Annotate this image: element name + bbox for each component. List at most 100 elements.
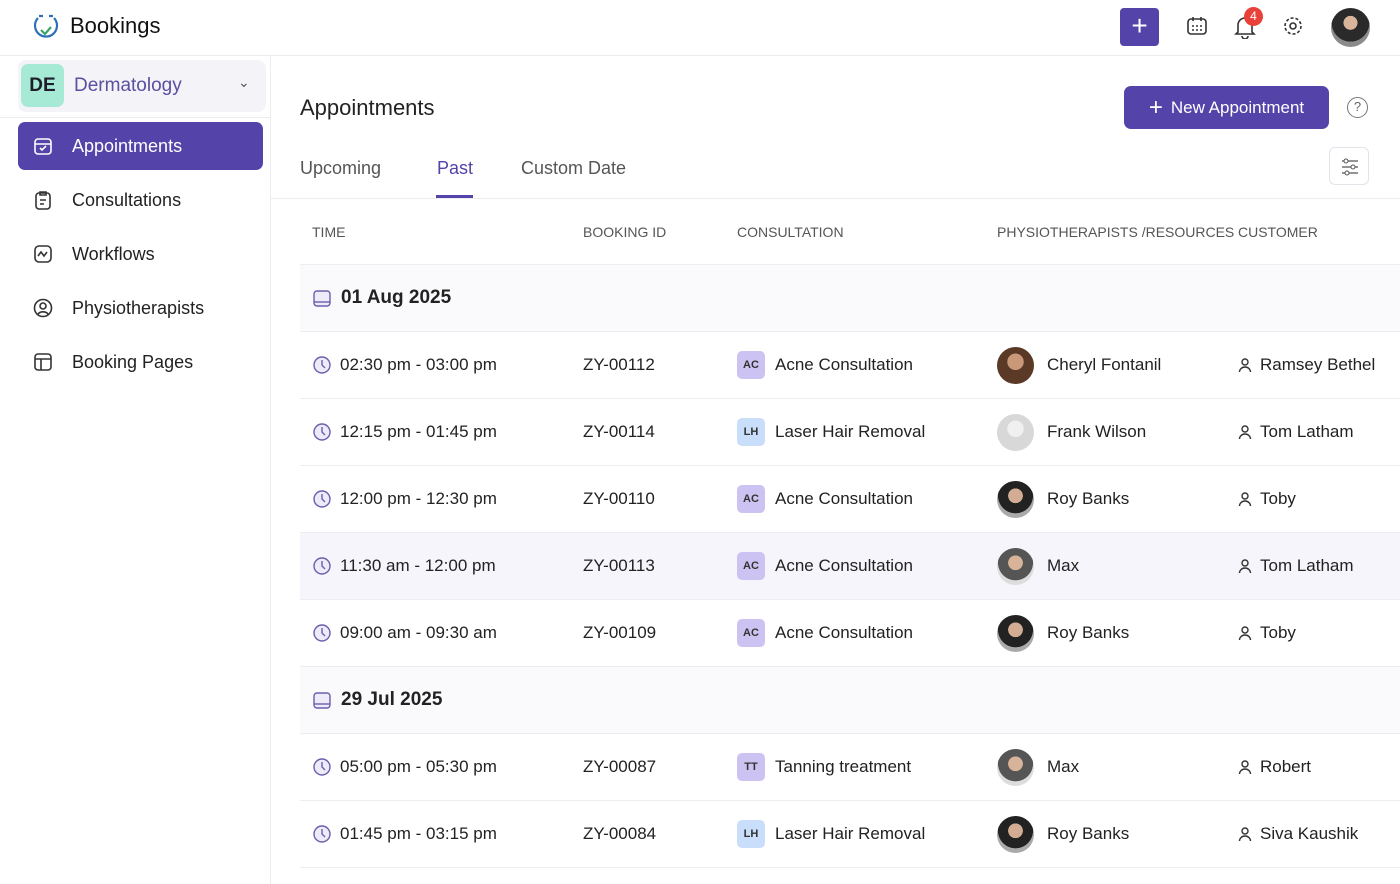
notification-badge: 4 xyxy=(1244,7,1263,26)
new-appointment-label: New Appointment xyxy=(1170,97,1305,117)
physio-avatar xyxy=(997,815,1034,853)
physio-name: Roy Banks xyxy=(1047,623,1130,642)
gear-icon[interactable] xyxy=(1282,15,1304,37)
consultation-badge: AC xyxy=(737,351,765,379)
consultation-badge: LH xyxy=(737,418,765,446)
column-header-physiotherapists[interactable]: PHYSIOTHERAPISTS /RESOURCES xyxy=(997,224,1235,240)
tab-past[interactable]: Past xyxy=(437,158,474,178)
divider xyxy=(300,264,1400,265)
calendar-icon xyxy=(313,290,331,307)
customer-name: Robert xyxy=(1260,757,1312,776)
customer-name: Tom Latham xyxy=(1260,422,1354,441)
sliders-icon xyxy=(1342,158,1358,176)
time-range: 02:30 pm - 03:00 pm xyxy=(340,355,497,374)
physio-name: Max xyxy=(1047,757,1080,776)
workspace-name: Dermatology xyxy=(74,75,182,96)
date-label: 01 Aug 2025 xyxy=(341,287,452,308)
sidebar-item-booking-pages[interactable]: Booking Pages xyxy=(18,338,263,386)
user-icon xyxy=(1238,626,1252,641)
sidebar-item-label: Appointments xyxy=(72,135,183,156)
sidebar-item-physiotherapists[interactable]: Physiotherapists xyxy=(18,284,263,332)
table-row[interactable]: 02:30 pm - 03:00 pm ZY-00112 AC Acne Cons… xyxy=(300,332,1400,399)
date-group-row: 29 Jul 2025 xyxy=(300,667,1400,734)
quick-add-button[interactable]: + xyxy=(1120,8,1159,46)
physio-avatar xyxy=(997,413,1034,451)
table-row[interactable]: 01:45 pm - 03:15 pm ZY-00084 LH Laser Hai… xyxy=(300,801,1400,868)
clock-icon xyxy=(313,758,331,776)
booking-id[interactable]: ZY-00110 xyxy=(583,489,655,508)
sidebar-item-consultations[interactable]: Consultations xyxy=(18,176,263,224)
column-header-booking-id[interactable]: BOOKING ID xyxy=(583,224,667,240)
table-row[interactable]: 12:00 pm - 12:30 pm ZY-00110 AC Acne Cons… xyxy=(300,466,1400,533)
consultation-badge: AC xyxy=(737,619,765,647)
consultation-name: Laser Hair Removal xyxy=(775,824,926,843)
physio-avatar xyxy=(997,547,1034,585)
customer-name: Tom Latham xyxy=(1260,556,1354,575)
sidebar-item-label: Booking Pages xyxy=(72,351,194,372)
physio-name: Roy Banks xyxy=(1047,489,1130,508)
physio-avatar xyxy=(997,346,1034,384)
new-appointment-button[interactable]: + New Appointment xyxy=(1124,86,1329,129)
physio-name: Roy Banks xyxy=(1047,824,1130,843)
workspace-avatar: DE xyxy=(21,64,64,107)
date-group-row: 01 Aug 2025 xyxy=(300,265,1400,332)
customer-name: Toby xyxy=(1260,489,1296,508)
physio-name: Cheryl Fontanil xyxy=(1047,355,1162,374)
customer-name: Toby xyxy=(1260,623,1296,642)
app-title: Bookings xyxy=(70,13,161,38)
user-icon xyxy=(1238,559,1252,574)
physio-avatar xyxy=(997,480,1034,518)
clock-icon xyxy=(313,624,331,642)
time-range: 12:15 pm - 01:45 pm xyxy=(340,422,497,441)
time-range: 09:00 am - 09:30 am xyxy=(340,623,497,642)
booking-id[interactable]: ZY-00113 xyxy=(583,556,655,575)
user-icon xyxy=(1238,358,1252,373)
physio-avatar xyxy=(997,748,1034,786)
sidebar-item-label: Workflows xyxy=(72,243,155,264)
user-icon xyxy=(1238,425,1252,440)
consultation-name: Acne Consultation xyxy=(775,623,913,642)
calendar-icon xyxy=(313,692,331,709)
table-row[interactable]: 12:15 pm - 01:45 pm ZY-00114 LH Laser Hai… xyxy=(300,399,1400,466)
booking-id[interactable]: ZY-00087 xyxy=(583,757,657,776)
booking-id[interactable]: ZY-00112 xyxy=(583,355,655,374)
consultation-name: Acne Consultation xyxy=(775,489,913,508)
time-range: 05:00 pm - 05:30 pm xyxy=(340,757,497,776)
filter-button[interactable] xyxy=(1329,147,1369,185)
consultation-name: Acne Consultation xyxy=(775,355,913,374)
tab-custom-date[interactable]: Custom Date xyxy=(521,158,627,178)
layout-icon xyxy=(32,351,54,373)
column-header-customer[interactable]: CUSTOMER xyxy=(1238,224,1318,240)
consultation-name: Tanning treatment xyxy=(775,757,912,776)
plus-icon: + xyxy=(1148,93,1163,121)
sidebar-item-label: Consultations xyxy=(72,189,182,210)
booking-id[interactable]: ZY-00109 xyxy=(583,623,657,642)
consultation-name: Laser Hair Removal xyxy=(775,422,926,441)
divider xyxy=(271,198,1400,199)
chevron-down-icon[interactable]: ⌄ xyxy=(238,74,250,90)
clock-icon xyxy=(313,825,331,843)
column-header-consultation[interactable]: CONSULTATION xyxy=(737,224,844,240)
help-icon[interactable]: ? xyxy=(1347,97,1368,118)
table-row[interactable]: 09:00 am - 09:30 am ZY-00109 AC Acne Cons… xyxy=(300,600,1400,667)
time-range: 01:45 pm - 03:15 pm xyxy=(340,824,497,843)
user-avatar[interactable] xyxy=(1331,8,1370,47)
user-icon xyxy=(1238,492,1252,507)
calendar-icon[interactable] xyxy=(1186,15,1208,37)
sidebar-item-appointments[interactable]: Appointments xyxy=(18,122,263,170)
column-header-time[interactable]: TIME xyxy=(312,224,346,240)
date-label: 29 Jul 2025 xyxy=(341,689,443,710)
booking-id[interactable]: ZY-00084 xyxy=(583,824,657,843)
table-row[interactable]: 11:30 am - 12:00 pm ZY-00113 AC Acne Cons… xyxy=(300,533,1400,600)
clock-icon xyxy=(313,423,331,441)
consultation-badge: AC xyxy=(737,552,765,580)
tab-upcoming[interactable]: Upcoming xyxy=(300,158,382,178)
top-bar xyxy=(0,0,1400,56)
booking-id[interactable]: ZY-00114 xyxy=(583,422,655,441)
calendar-check-icon xyxy=(32,135,54,157)
sidebar-item-workflows[interactable]: Workflows xyxy=(18,230,263,278)
customer-name: Siva Kaushik xyxy=(1260,824,1359,843)
table-row[interactable]: 05:00 pm - 05:30 pm ZY-00087 TT Tanning t… xyxy=(300,734,1400,801)
consultation-badge: AC xyxy=(737,485,765,513)
page-title: Appointments xyxy=(300,95,435,120)
